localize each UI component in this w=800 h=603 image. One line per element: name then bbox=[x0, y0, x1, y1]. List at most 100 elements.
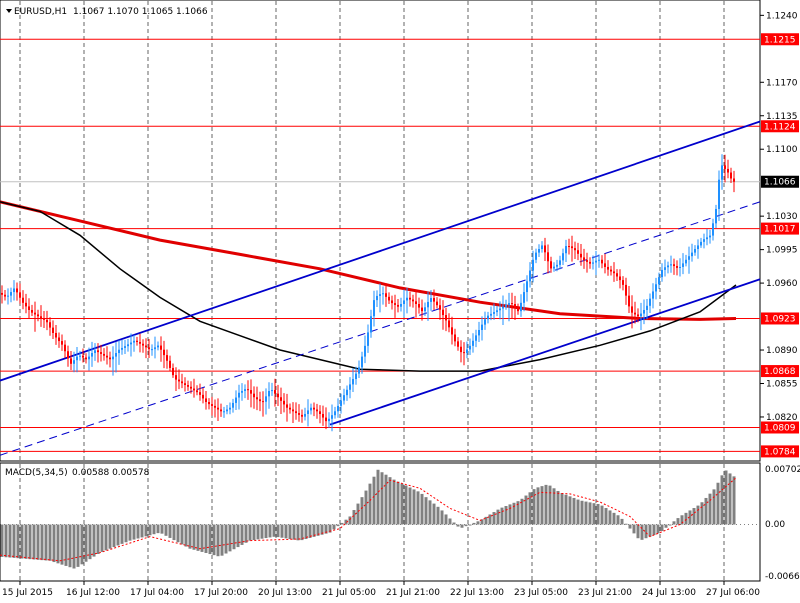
candle-body bbox=[676, 266, 678, 268]
price-axis: 1.1240 1.1170 1.1135 1.1100 1.1030 1.0995 1.09… bbox=[760, 11, 798, 423]
macd-histogram-bar bbox=[352, 510, 356, 525]
candle-body bbox=[649, 298, 651, 306]
macd-histogram-bar bbox=[496, 509, 500, 525]
macd-histogram-bar bbox=[488, 514, 492, 525]
macd-histogram-bar bbox=[492, 512, 496, 525]
macd-histogram-bar bbox=[572, 497, 576, 525]
macd-histogram-bar bbox=[508, 504, 512, 525]
candle-body bbox=[352, 379, 354, 385]
candle-body bbox=[184, 383, 186, 385]
macd-histogram-bar bbox=[696, 505, 700, 525]
macd-histogram-bar bbox=[168, 524, 172, 538]
macd-histogram-bar bbox=[532, 489, 536, 525]
macd-histogram-bar bbox=[72, 524, 76, 569]
x-tick-label: 15 Jul 2015 bbox=[2, 588, 53, 598]
x-tick-label: 16 Jul 12:00 bbox=[66, 588, 120, 598]
candle-body bbox=[49, 322, 51, 328]
price-pane[interactable] bbox=[0, 0, 761, 462]
macd-histogram-bar bbox=[232, 524, 236, 550]
candle-body bbox=[409, 297, 411, 300]
macd-histogram-bar bbox=[424, 497, 428, 525]
candle-body bbox=[517, 307, 519, 312]
candle-body bbox=[229, 407, 231, 410]
candle-body bbox=[370, 316, 372, 333]
macd-histogram-bar bbox=[716, 482, 720, 525]
candle-body bbox=[46, 319, 48, 323]
macd-histogram-bar bbox=[416, 491, 420, 525]
macd-histogram-bar bbox=[96, 524, 100, 555]
macd-histogram-bar bbox=[256, 524, 260, 540]
candle-body bbox=[538, 249, 540, 253]
candle-body bbox=[133, 340, 135, 343]
macd-pane[interactable] bbox=[0, 462, 761, 582]
x-tick-label: 23 Jul 05:00 bbox=[514, 588, 568, 598]
candle-body bbox=[610, 269, 612, 272]
candle-body bbox=[391, 300, 393, 304]
macd-histogram-bar bbox=[260, 524, 264, 539]
macd-histogram-bar bbox=[8, 524, 12, 558]
candle-body bbox=[604, 263, 606, 267]
macd-histogram-bar bbox=[340, 522, 344, 525]
candle-body bbox=[670, 264, 672, 266]
candle-body bbox=[673, 264, 675, 267]
candle-body bbox=[550, 261, 552, 269]
ohlc-label: 1.1067 1.1070 1.1065 1.1066 bbox=[73, 7, 208, 17]
macd-histogram-bar bbox=[592, 503, 596, 525]
candle-body bbox=[406, 297, 408, 301]
candle-body bbox=[13, 288, 15, 293]
macd-histogram-bar bbox=[152, 524, 156, 535]
macd-histogram-bar bbox=[156, 524, 160, 534]
candle-body bbox=[331, 415, 333, 419]
macd-histogram-bar bbox=[720, 475, 724, 525]
macd-signal-line bbox=[0, 477, 737, 562]
candle-body bbox=[466, 349, 468, 354]
candle-body bbox=[454, 334, 456, 342]
candle-body bbox=[166, 355, 168, 361]
macd-histogram-bar bbox=[708, 493, 712, 525]
candle-body bbox=[217, 407, 219, 410]
macd-histogram-bar bbox=[28, 524, 32, 560]
dropdown-arrow-icon[interactable] bbox=[6, 9, 12, 13]
candle-body bbox=[43, 318, 45, 320]
candle-body bbox=[556, 264, 558, 267]
macd-tick-zero: 0.00 bbox=[765, 520, 785, 530]
candle-body bbox=[505, 304, 507, 307]
macd-histogram-bar bbox=[588, 502, 592, 525]
candle-body bbox=[364, 345, 366, 357]
macd-histogram-bar bbox=[724, 470, 728, 525]
candle-body bbox=[295, 411, 297, 414]
candle-body bbox=[706, 237, 708, 240]
macd-histogram-bar bbox=[164, 524, 168, 536]
candle-body bbox=[442, 309, 444, 316]
candle-body bbox=[124, 346, 126, 348]
level-price-tag bbox=[761, 365, 799, 378]
macd-layer bbox=[0, 469, 760, 569]
macd-histogram-bar bbox=[84, 524, 88, 562]
candle-body bbox=[628, 295, 630, 307]
y-tick-label: 1.1135 bbox=[766, 112, 798, 122]
macd-histogram-bar bbox=[268, 524, 272, 538]
macd-histogram-bar bbox=[672, 521, 676, 525]
x-tick-label: 17 Jul 04:00 bbox=[130, 588, 184, 598]
macd-histogram-bar bbox=[464, 524, 468, 527]
candle-body bbox=[622, 280, 624, 285]
y-tick-label: 1.0820 bbox=[766, 413, 798, 423]
candle-body bbox=[37, 314, 39, 317]
macd-histogram-bar bbox=[196, 524, 200, 551]
macd-histogram-bar bbox=[120, 524, 124, 544]
x-tick-label: 24 Jul 13:00 bbox=[642, 588, 696, 598]
candle-body bbox=[487, 315, 489, 320]
candle-body bbox=[328, 418, 330, 422]
candle-body bbox=[544, 245, 546, 253]
macd-histogram-bar bbox=[220, 524, 224, 556]
candle-body bbox=[94, 350, 96, 354]
candle-body bbox=[316, 409, 318, 412]
macd-histogram-bar bbox=[272, 524, 276, 537]
macd-histogram-bar bbox=[228, 524, 232, 552]
macd-histogram-bar bbox=[24, 524, 28, 559]
candle-body bbox=[238, 392, 240, 398]
macd-histogram-bar bbox=[444, 514, 448, 525]
macd-histogram-bar bbox=[316, 524, 320, 536]
